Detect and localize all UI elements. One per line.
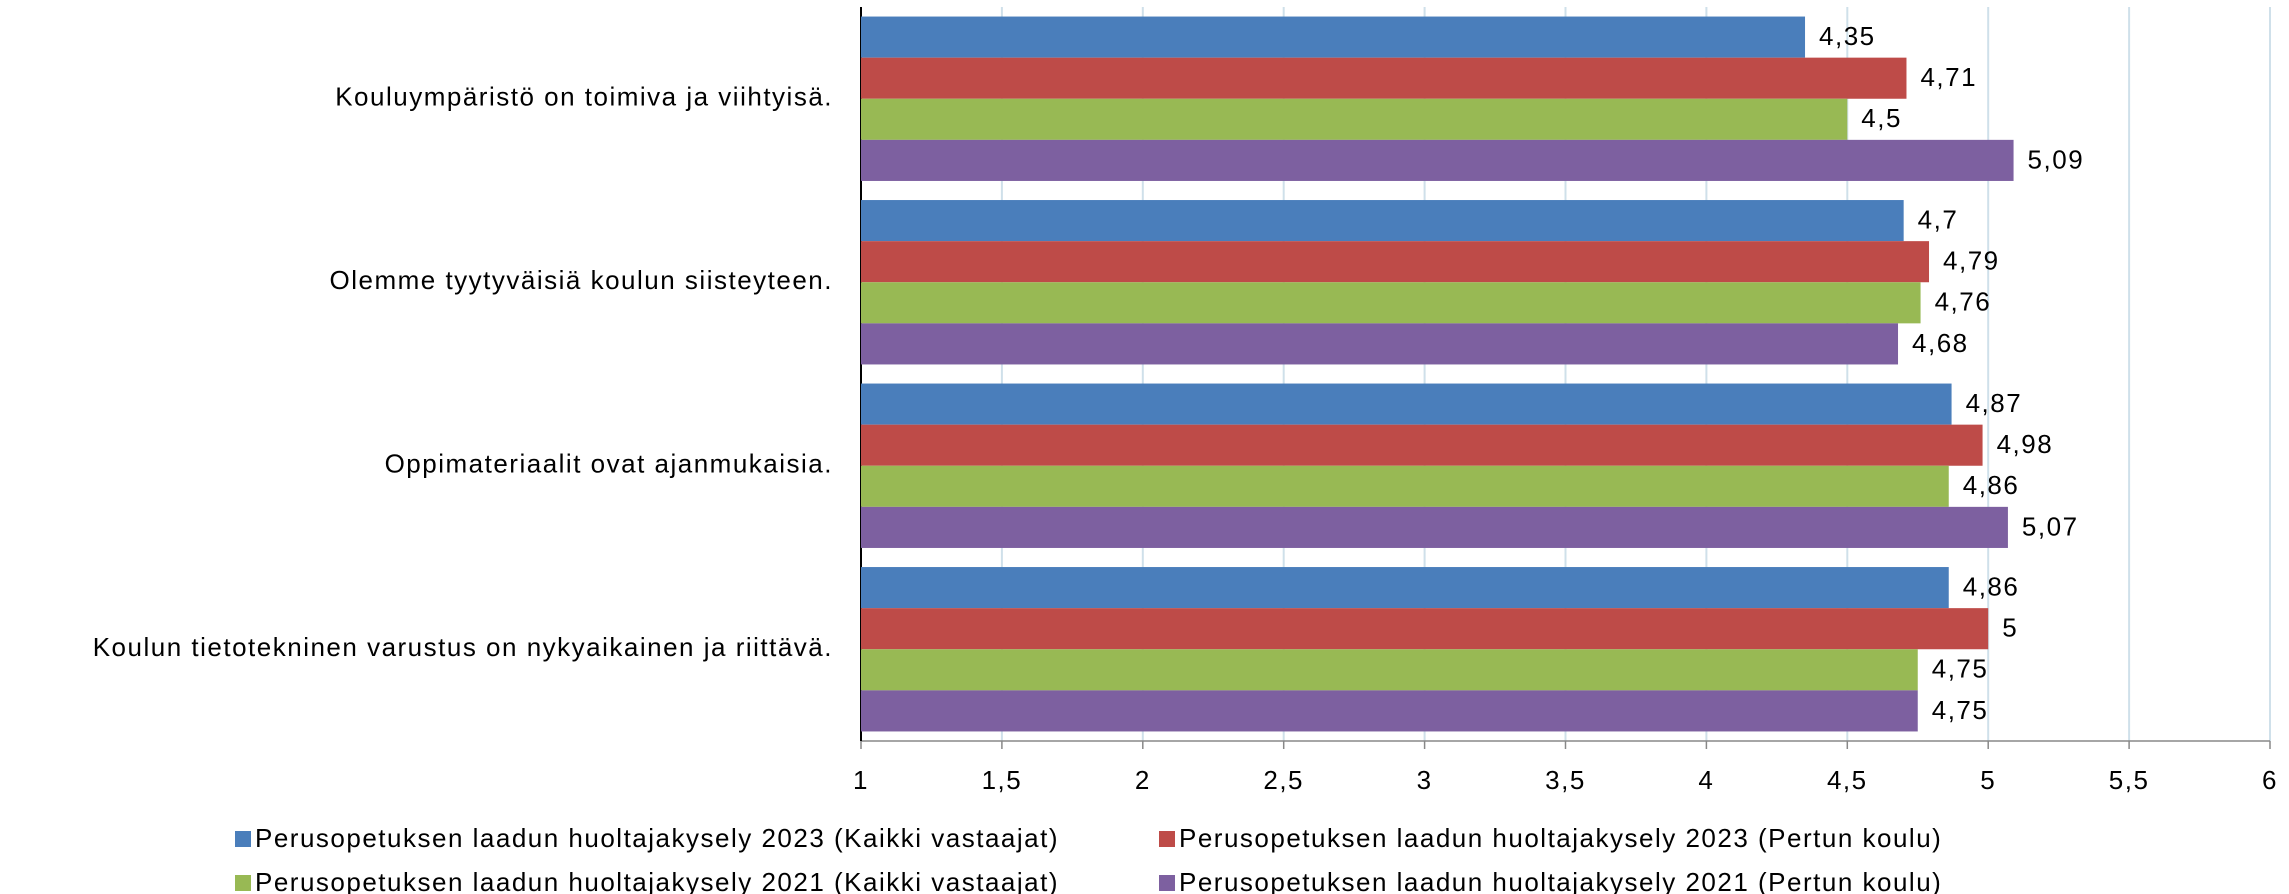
value-label: 5,09 [2028,144,2085,174]
x-tick-label: 3,5 [1545,765,1586,795]
bar [861,98,1848,140]
x-tick-label: 2 [1135,765,1151,795]
legend-label: Perusopetuksen laadun huoltajakysely 202… [1179,867,1942,894]
bar [861,241,1930,283]
bar [861,323,1899,365]
bar [861,608,1989,650]
value-label: 4,71 [1920,62,1977,92]
value-label: 4,75 [1932,654,1989,684]
x-tick-label: 2,5 [1263,765,1304,795]
legend-swatch [1159,875,1175,891]
value-label: 4,68 [1912,328,1969,358]
x-tick-label: 5 [1980,765,1996,795]
value-label: 5 [2002,613,2018,643]
bar [861,200,1904,242]
legend-label: Perusopetuksen laadun huoltajakysely 202… [255,823,1059,853]
bar [861,649,1918,691]
category-label: Oppimateriaalit ovat ajanmukaisia. [385,449,833,479]
legend-swatch [235,831,251,847]
legend-label: Perusopetuksen laadun huoltajakysely 202… [1179,823,1942,853]
bar [861,465,1949,507]
value-label: 4,79 [1943,246,2000,276]
bar [861,57,1907,99]
value-label: 5,07 [2022,511,2079,541]
value-label: 4,5 [1861,103,1902,133]
legend-label: Perusopetuksen laadun huoltajakysely 202… [255,867,1059,894]
legend-swatch [1159,831,1175,847]
legend-swatch [235,875,251,891]
bar [861,690,1918,732]
value-label: 4,75 [1932,695,1989,725]
category-label: Olemme tyytyväisiä koulun siisteyteen. [329,265,833,295]
bar [861,139,2014,181]
x-tick-label: 4 [1698,765,1714,795]
bar [861,506,2008,548]
value-label: 4,98 [1997,429,2054,459]
value-label: 4,87 [1966,388,2023,418]
bar [861,424,1983,466]
value-label: 4,35 [1819,21,1876,51]
x-tick-label: 1 [853,765,869,795]
bar [861,16,1806,58]
x-tick-label: 5,5 [2109,765,2150,795]
x-tick-label: 6 [2262,765,2278,795]
x-tick-label: 1,5 [982,765,1023,795]
bar [861,567,1949,609]
value-label: 4,76 [1935,287,1992,317]
x-tick-label: 3 [1417,765,1433,795]
value-label: 4,7 [1918,204,1959,234]
category-label: Koulun tietotekninen varustus on nykyaik… [93,632,833,662]
category-label: Kouluympäristö on toimiva ja viihtyisä. [335,82,833,112]
x-tick-label: 4,5 [1827,765,1868,795]
bar [861,383,1952,425]
value-label: 4,86 [1963,571,2020,601]
value-label: 4,86 [1963,470,2020,500]
bar [861,282,1921,324]
